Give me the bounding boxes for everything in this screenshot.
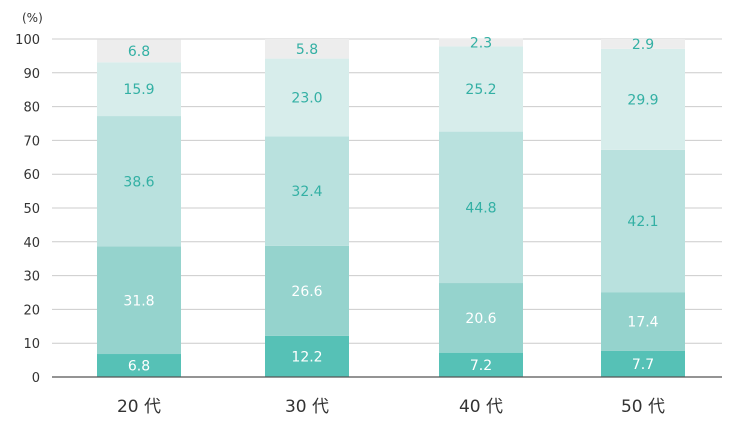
data-label: 17.4 (627, 315, 658, 331)
data-label: 2.3 (470, 36, 492, 52)
y-tick-label: 100 (15, 33, 40, 48)
y-tick-label: 70 (23, 134, 40, 149)
data-label: 38.6 (123, 174, 154, 190)
x-category-label: 40 代 (459, 397, 503, 417)
bar-segment (601, 292, 685, 351)
data-label: 32.4 (291, 184, 322, 200)
value-labels: 6.8 31.8 38.6 15.9 6.8 12.2 26.6 32.4 23.0 5.8 7.2… (123, 36, 658, 375)
bar-segment (439, 38, 523, 47)
y-tick-label: 10 (23, 337, 40, 352)
bar-segment (601, 350, 685, 377)
bar-segment (265, 136, 349, 246)
bar-segment (265, 39, 349, 59)
bar-segment (439, 283, 523, 353)
bar-segment (97, 62, 181, 117)
x-axis: 20 代 30 代 40 代 50 代 (117, 397, 665, 417)
data-label: 23.0 (291, 90, 322, 106)
bar-segment (97, 116, 181, 247)
bar-segment (265, 245, 349, 336)
data-label: 6.8 (128, 44, 150, 60)
bars (97, 38, 685, 377)
y-tick-label: 20 (23, 303, 40, 318)
data-label: 31.8 (123, 293, 154, 309)
x-category-label: 50 代 (621, 397, 665, 417)
data-label: 7.2 (470, 358, 492, 374)
y-tick-label: 90 (23, 67, 40, 82)
data-label: 29.9 (627, 92, 658, 108)
bar-segment (265, 58, 349, 137)
data-label: 6.8 (128, 359, 150, 375)
y-tick-label: 40 (23, 236, 40, 251)
data-label: 42.1 (627, 214, 658, 230)
data-label: 26.6 (291, 284, 322, 300)
data-label: 20.6 (465, 311, 496, 327)
y-tick-label: 60 (23, 168, 40, 183)
bar-segment (265, 335, 349, 377)
bar-segment (439, 131, 523, 284)
data-label: 12.2 (291, 349, 322, 365)
x-category-label: 20 代 (117, 397, 161, 417)
y-axis-unit-label: (%) (22, 11, 43, 25)
bar-segment (97, 354, 181, 377)
data-label: 44.8 (465, 200, 496, 216)
data-label: 2.9 (632, 37, 654, 53)
y-tick-label: 0 (32, 371, 40, 386)
y-tick-label: 80 (23, 101, 40, 116)
bar-segment (601, 149, 685, 293)
y-tick-label: 50 (23, 202, 40, 217)
bar-segment (601, 39, 685, 49)
data-label: 5.8 (296, 42, 318, 58)
y-axis: 0 10 20 30 40 50 60 70 80 90 100 (15, 33, 40, 386)
data-label: 25.2 (465, 82, 496, 98)
data-label: 7.7 (632, 357, 654, 373)
bar-segment (439, 46, 523, 132)
bar-segment (97, 246, 181, 355)
x-category-label: 30 代 (285, 397, 329, 417)
bar-segment (601, 48, 685, 150)
bar-segment (97, 39, 181, 63)
bar-segment (439, 352, 523, 377)
data-label: 15.9 (123, 82, 154, 98)
y-tick-label: 30 (23, 270, 40, 285)
